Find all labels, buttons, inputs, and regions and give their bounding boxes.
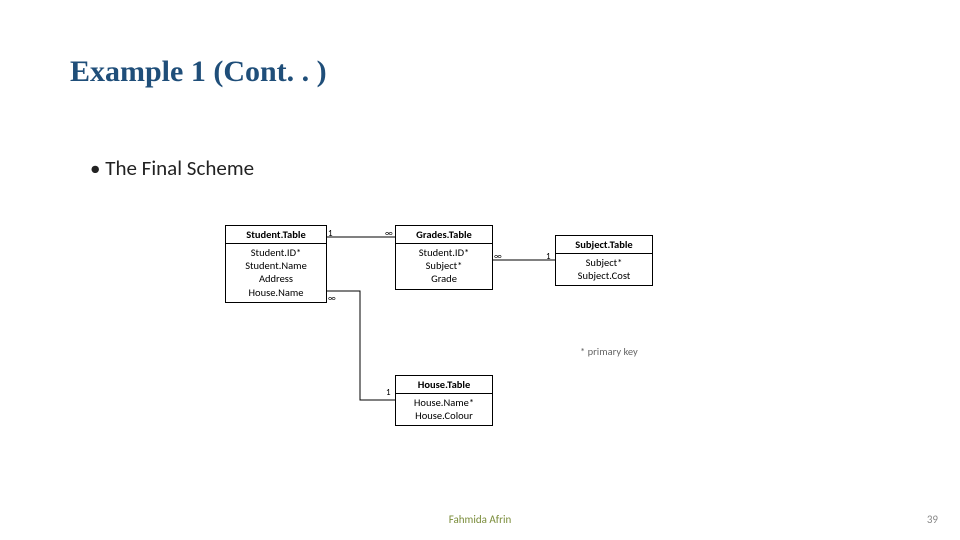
bullet-final-scheme: The Final Scheme <box>90 155 254 181</box>
entity-field: House.Name <box>230 286 322 299</box>
entity-field: Subject.Cost <box>560 269 648 282</box>
entity-title: Student.Table <box>226 226 326 244</box>
er-diagram: Student.TableStudent.ID*Student.NameAddr… <box>225 225 725 465</box>
entity-house: House.TableHouse.Name*House.Colour <box>395 375 493 426</box>
entity-grades: Grades.TableStudent.ID*Subject*Grade <box>395 225 493 290</box>
entity-field: Grade <box>400 272 488 285</box>
entity-field: House.Colour <box>400 409 488 422</box>
entity-fields: Student.ID*Subject*Grade <box>396 244 492 288</box>
cardinality-label: ∞ <box>494 251 502 262</box>
entity-field: Subject* <box>400 259 488 272</box>
entity-title: House.Table <box>396 376 492 394</box>
entity-fields: House.Name*House.Colour <box>396 394 492 425</box>
cardinality-label: 1 <box>546 251 551 262</box>
entity-title: Grades.Table <box>396 226 492 244</box>
cardinality-label: 1 <box>386 387 391 398</box>
entity-field: Address <box>230 272 322 285</box>
cardinality-label: ∞ <box>385 228 393 239</box>
entity-subject: Subject.TableSubject*Subject.Cost <box>555 235 653 286</box>
footer-author: Fahmida Afrin <box>0 513 960 526</box>
cardinality-label: 1 <box>328 228 333 239</box>
entity-field: Subject* <box>560 256 648 269</box>
entity-title: Subject.Table <box>556 236 652 254</box>
entity-student: Student.TableStudent.ID*Student.NameAddr… <box>225 225 327 303</box>
entity-fields: Subject*Subject.Cost <box>556 254 652 285</box>
entity-fields: Student.ID*Student.NameAddressHouse.Name <box>226 244 326 302</box>
slide-title: Example 1 (Cont. . ) <box>70 55 327 89</box>
entity-field: Student.ID* <box>400 246 488 259</box>
edge-student-house <box>325 291 395 400</box>
primary-key-note: * primary key <box>580 345 638 358</box>
page-number: 39 <box>927 513 938 526</box>
cardinality-label: ∞ <box>328 293 336 304</box>
entity-field: House.Name* <box>400 396 488 409</box>
entity-field: Student.Name <box>230 259 322 272</box>
entity-field: Student.ID* <box>230 246 322 259</box>
